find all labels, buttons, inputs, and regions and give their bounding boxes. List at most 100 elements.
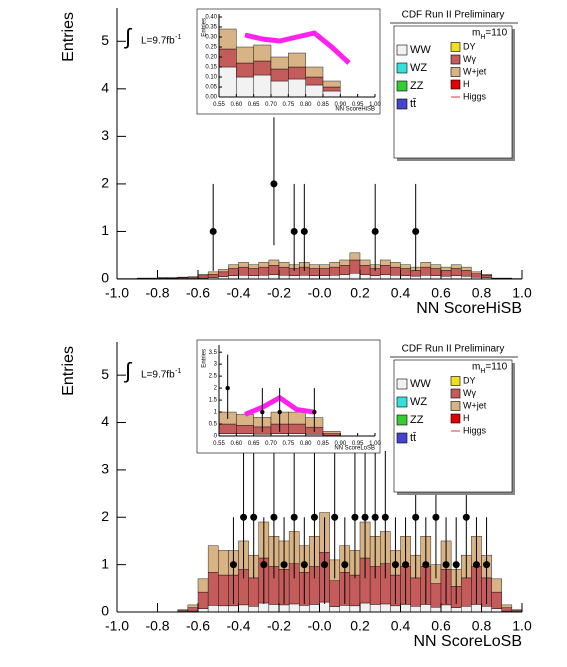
y-tick-label: 4 xyxy=(101,413,109,429)
histogram-bar xyxy=(288,66,306,80)
x-tick-label: 1.0 xyxy=(512,617,532,633)
data-point xyxy=(209,227,217,235)
histogram-bar xyxy=(305,66,324,78)
histogram-bar xyxy=(238,604,249,613)
legend-label: H xyxy=(463,413,470,423)
legend-swatch xyxy=(396,80,408,92)
histogram-bar xyxy=(339,259,351,266)
legend-label: WZ xyxy=(410,62,427,74)
legend-label: DY xyxy=(463,41,476,51)
title: CDF Run II Preliminary xyxy=(402,344,505,355)
histogram-bar xyxy=(322,80,341,88)
data-point xyxy=(277,409,282,415)
histogram-bar xyxy=(322,431,341,434)
legend-label: Wγ xyxy=(463,388,476,398)
histogram-bar xyxy=(258,262,270,268)
histogram-bar xyxy=(299,605,310,613)
histogram-bar xyxy=(481,274,492,278)
histogram-bar xyxy=(228,268,239,276)
legend-swatch xyxy=(396,378,408,390)
y-tick-label: 1.5 xyxy=(209,398,218,404)
histogram-bar xyxy=(319,264,330,269)
histogram-bar xyxy=(278,274,290,280)
histogram-bar xyxy=(288,411,306,425)
integral-sign: ∫ xyxy=(123,358,133,383)
y-tick-label: 0.5 xyxy=(209,422,218,428)
y-tick-label: 0.30 xyxy=(205,35,217,41)
data-point xyxy=(381,513,389,521)
x-tick-label: 0.75 xyxy=(282,441,294,447)
histogram-bar xyxy=(339,265,351,275)
legend-swatch xyxy=(450,413,461,424)
x-tick-label: 0.90 xyxy=(334,441,346,447)
data-point xyxy=(452,561,460,569)
x-tick-label: -0.0 xyxy=(307,617,331,633)
y-tick-label: 2 xyxy=(101,508,109,524)
histogram-bar xyxy=(207,271,219,275)
histogram-bar xyxy=(420,266,432,276)
x-tick-label: 0.85 xyxy=(317,441,329,447)
x-tick-label: 0.70 xyxy=(265,102,277,108)
data-point xyxy=(270,180,278,188)
histogram-bar xyxy=(270,80,289,98)
mass-value: =110 xyxy=(485,28,507,39)
histogram-bar xyxy=(218,574,229,607)
histogram-bar xyxy=(501,607,513,612)
data-point xyxy=(442,561,450,569)
histogram-bar xyxy=(349,574,361,607)
x-tick-label: 0.65 xyxy=(248,441,260,447)
y-tick-label: 0 xyxy=(214,434,218,440)
data-point xyxy=(290,513,298,521)
x-tick-label: 0.2 xyxy=(350,617,370,633)
y-tick-label: 1 xyxy=(214,410,218,416)
y-tick-label: 2.5 xyxy=(209,374,218,380)
histogram-bar xyxy=(288,423,306,434)
x-axis-label: NN ScoreHiSB xyxy=(416,300,522,317)
histogram-bar xyxy=(253,74,272,98)
histogram-bar xyxy=(187,604,199,608)
y-tick-label: 3 xyxy=(214,362,218,368)
data-point xyxy=(225,385,230,391)
histogram-bar xyxy=(270,56,289,70)
histogram-bar xyxy=(329,606,340,613)
histogram-bar xyxy=(236,46,254,64)
histogram-bar xyxy=(471,604,482,613)
histogram-bar xyxy=(248,606,259,613)
x-tick-label: -0.8 xyxy=(145,617,169,633)
histogram-bar xyxy=(207,572,219,606)
histogram-bar xyxy=(268,604,280,613)
histogram-bar xyxy=(359,602,371,613)
mass-sub: H xyxy=(480,368,485,375)
histogram-bar xyxy=(278,604,290,613)
histogram-bar xyxy=(238,274,249,280)
histogram-bar xyxy=(236,76,254,98)
legend-label: Higgs xyxy=(463,91,487,101)
legend-swatch xyxy=(450,67,461,77)
histogram-bar xyxy=(207,545,219,573)
y-tick-label: 3 xyxy=(101,127,109,143)
legend-swatch xyxy=(396,62,408,74)
legend-label: tt̄ xyxy=(410,432,416,444)
x-tick-label: 0.65 xyxy=(248,102,260,108)
histogram-bar xyxy=(253,44,272,62)
data-point xyxy=(391,561,399,569)
data-point xyxy=(371,513,379,521)
y-tick-label: 0.35 xyxy=(205,25,217,31)
lumi-text: L=9.7fb xyxy=(141,370,175,381)
histogram-bar xyxy=(218,550,229,576)
histogram-bar xyxy=(410,577,421,607)
histogram-bar xyxy=(349,259,361,274)
histogram-bar xyxy=(349,273,361,280)
legend-swatch xyxy=(396,396,408,408)
y-axis-label: Entries xyxy=(202,18,208,37)
histogram-bar xyxy=(228,605,239,613)
histogram-bar xyxy=(430,264,442,269)
data-point xyxy=(432,513,440,521)
legend-swatch xyxy=(450,388,461,399)
data-point xyxy=(472,561,480,569)
histogram-bar xyxy=(420,274,432,280)
x-tick-label: 0.2 xyxy=(350,284,370,300)
x-tick-label: -1.0 xyxy=(105,284,129,300)
x-tick-label: 0.55 xyxy=(213,441,225,447)
